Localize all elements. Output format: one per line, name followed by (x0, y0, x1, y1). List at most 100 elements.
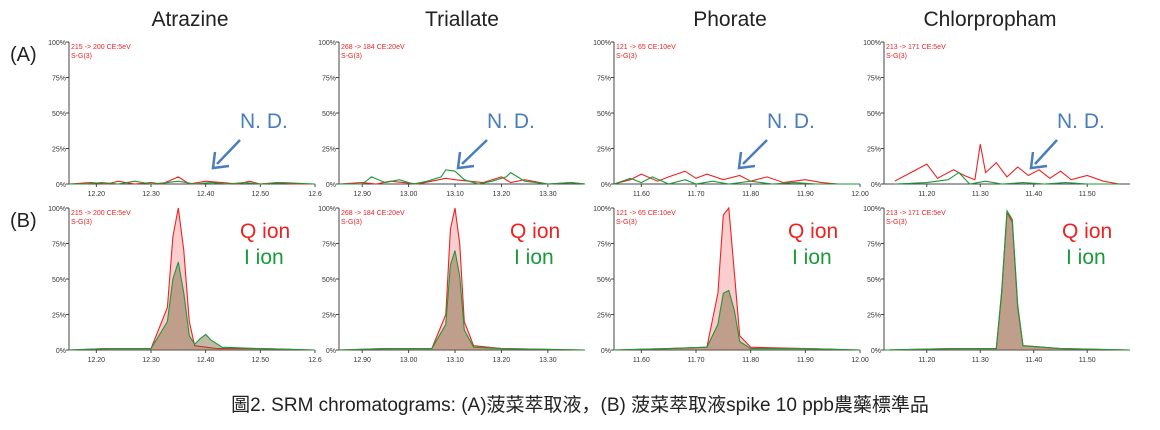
y-tick-label: 25% (52, 313, 66, 320)
chromatogram-panel-atrazine-b: 100% 75% 50% 25% 0% 12.20 12.30 12.40 12.50 12.6 2… (48, 206, 322, 364)
x-tick-label: 11.50 (1079, 191, 1096, 198)
x-tick-label: 11.80 (742, 191, 759, 198)
x-tick-label: 12.50 (252, 357, 270, 364)
column-title-atrazine: Atrazine (151, 8, 229, 31)
q-ion-trace (613, 170, 860, 185)
y-tick-label: 75% (322, 76, 336, 83)
i-ion-trace (613, 176, 860, 185)
x-tick-label: 12.6 (308, 357, 322, 364)
y-tick-label: 75% (867, 76, 881, 83)
i-ion-peak-fill (339, 250, 585, 350)
legend-q-ion-triallate: Q ion (510, 220, 561, 243)
y-tick-label: 0% (56, 348, 66, 355)
y-tick-label: 0% (326, 348, 336, 355)
y-tick-label: 50% (322, 111, 336, 118)
x-tick-label: 12.40 (197, 191, 215, 198)
i-ion-peak-fill (614, 290, 860, 350)
y-tick-label: 100% (863, 206, 881, 213)
i-ion-trace (339, 169, 586, 185)
x-tick-label: 12.00 (851, 357, 869, 364)
transition-label: 215 -> 200 CE:5eV (71, 44, 131, 51)
nd-annotation-triallate: N. D. (487, 110, 535, 133)
x-tick-label: 11.40 (1025, 357, 1042, 364)
nd-annotation-atrazine: N. D. (240, 110, 288, 133)
x-tick-label: 12.00 (851, 191, 869, 198)
y-tick-label: 75% (597, 76, 611, 83)
x-tick-label: 12.90 (353, 357, 371, 364)
y-tick-label: 50% (597, 111, 611, 118)
transition-label: S-G(3) (71, 53, 92, 60)
x-tick-label: 13.20 (493, 191, 511, 198)
chromatogram-panel-triallate-a: 100% 75% 50% 25% 0% 12.90 13.00 13.10 13.20 13.30… (318, 40, 586, 198)
x-tick-label: 13.30 (539, 191, 557, 198)
column-title-triallate: Triallate (425, 8, 499, 31)
y-tick-label: 25% (867, 313, 881, 320)
x-tick-label: 11.50 (1079, 357, 1096, 364)
y-tick-label: 0% (56, 182, 66, 189)
x-tick-label: 13.10 (446, 357, 464, 364)
x-tick-label: 11.60 (633, 357, 650, 364)
y-tick-label: 25% (322, 147, 336, 154)
x-tick-label: 11.20 (918, 191, 935, 198)
y-tick-label: 25% (322, 313, 336, 320)
nd-arrowhead-phorate (737, 151, 756, 170)
x-tick-label: 13.00 (400, 191, 418, 198)
legend-i-ion-atrazine: I ion (244, 246, 284, 269)
y-tick-label: 50% (52, 111, 66, 118)
y-tick-label: 0% (871, 348, 881, 355)
chromatogram-panel-triallate-b: 100% 75% 50% 25% 0% 12.90 13.00 13.10 13.20 13.30… (318, 206, 586, 364)
nd-arrow-atrazine (216, 139, 241, 165)
i-ion-trace (69, 180, 316, 185)
x-tick-label: 12.6 (308, 191, 322, 198)
nd-annotation-phorate: N. D. (767, 110, 815, 133)
x-tick-label: 12.50 (252, 191, 270, 198)
i-ion-trace (894, 171, 1120, 185)
x-tick-label: 11.90 (797, 191, 814, 198)
y-tick-label: 100% (593, 40, 611, 47)
nd-arrow-chlorpropham (1034, 139, 1058, 165)
x-tick-label: 13.20 (493, 357, 511, 364)
transition-label: S-G(3) (886, 53, 907, 60)
y-tick-label: 100% (318, 206, 336, 213)
y-tick-label: 75% (52, 76, 66, 83)
y-tick-label: 0% (601, 182, 611, 189)
q-ion-peak-fill (614, 208, 860, 350)
y-tick-label: 25% (597, 313, 611, 320)
x-tick-label: 11.40 (1025, 191, 1042, 198)
q-ion-peak-fill (339, 208, 585, 350)
column-title-phorate: Phorate (693, 8, 767, 31)
x-tick-label: 13.00 (400, 357, 418, 364)
transition-label: 215 -> 200 CE:5eV (71, 210, 131, 217)
y-tick-label: 50% (322, 277, 336, 284)
y-tick-label: 100% (48, 206, 66, 213)
x-tick-label: 12.30 (142, 357, 160, 364)
i-ion-trace (338, 250, 586, 351)
transition-label: S-G(3) (71, 219, 92, 226)
y-tick-label: 100% (593, 206, 611, 213)
nd-annotation-chlorpropham: N. D. (1057, 110, 1105, 133)
x-tick-label: 11.70 (688, 357, 705, 364)
y-tick-label: 25% (597, 147, 611, 154)
y-tick-label: 75% (322, 242, 336, 249)
legend-i-ion-chlorpropham: I ion (1066, 246, 1106, 269)
x-tick-label: 11.30 (972, 191, 989, 198)
x-tick-label: 11.90 (797, 357, 814, 364)
nd-arrow-phorate (742, 139, 768, 165)
figure-caption: 圖2. SRM chromatograms: (A)菠菜萃取液，(B) 菠菜萃取… (231, 395, 929, 416)
y-tick-label: 50% (867, 277, 881, 284)
y-tick-label: 100% (863, 40, 881, 47)
legend-q-ion-atrazine: Q ion (240, 220, 291, 243)
x-tick-label: 11.80 (742, 357, 759, 364)
y-tick-label: 75% (52, 242, 66, 249)
x-tick-label: 12.90 (353, 191, 371, 198)
row-label-b: (B) (10, 210, 37, 232)
x-tick-label: 13.30 (539, 357, 557, 364)
q-ion-peak-fill (884, 212, 1130, 350)
y-tick-label: 75% (597, 242, 611, 249)
transition-label: 268 -> 184 CE:20eV (341, 44, 405, 51)
nd-arrowhead-atrazine (211, 151, 230, 170)
transition-label: S-G(3) (341, 219, 362, 226)
transition-label: S-G(3) (341, 53, 362, 60)
y-tick-label: 50% (52, 277, 66, 284)
